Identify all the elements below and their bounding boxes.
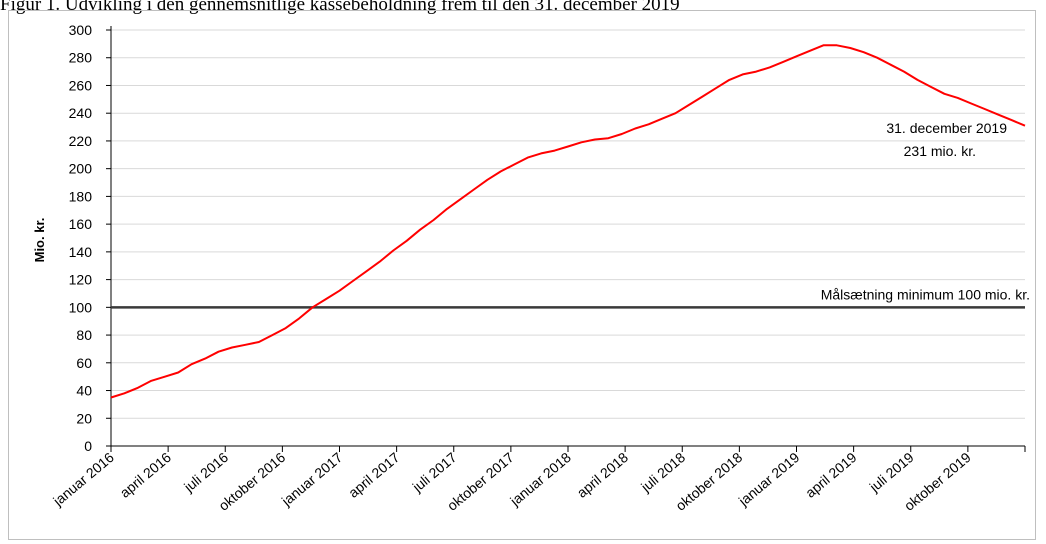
series-line: [110, 44, 1026, 399]
y-tick-label: 200: [69, 161, 93, 177]
y-tick-label: 160: [69, 216, 93, 232]
y-tick-labels: 0 20 40 60 80 100 120 140 160 180 200 220 240 260 280 3…: [69, 22, 93, 454]
y-axis-label: Mio. kr.: [32, 218, 47, 263]
y-tick-label: 260: [69, 77, 93, 93]
x-tick-label: april 2016: [117, 449, 175, 501]
x-tick-label: juli 2019: [866, 449, 917, 496]
y-tick-label: 140: [69, 244, 93, 260]
y-tick-label: 20: [76, 410, 92, 426]
gridlines: [111, 29, 1025, 419]
y-tick-label: 120: [69, 272, 93, 288]
y-tick-label: 100: [69, 299, 93, 315]
x-tick-label: juli 2017: [409, 449, 460, 496]
x-tick-label: januar 2018: [506, 449, 574, 510]
y-tick-label: 40: [76, 383, 92, 399]
x-tick-label: januar 2019: [735, 449, 803, 510]
series-group: [110, 44, 1026, 399]
x-tick-label: april 2017: [345, 449, 403, 501]
target-line-label: Målsætning minimum 100 mio. kr.: [821, 286, 1030, 302]
annotation-date: 31. december 2019: [886, 120, 1007, 136]
chart-frame: [8, 10, 1036, 540]
x-tick-label: januar 2017: [278, 449, 346, 510]
figure-title: Figur 1. Udvikling i den gennemsnitlige …: [0, 0, 680, 15]
y-tick-label: 60: [76, 355, 92, 371]
x-tick-label: juli 2016: [180, 449, 231, 496]
y-tick-label: 240: [69, 105, 93, 121]
y-tick-label: 300: [69, 22, 93, 38]
y-tick-label: 220: [69, 133, 93, 149]
x-tick-label: januar 2016: [49, 449, 117, 510]
annotation-value: 231 mio. kr.: [904, 143, 976, 159]
x-tick-label: juli 2018: [637, 449, 688, 496]
x-tick-label: april 2019: [802, 449, 860, 501]
y-tick-label: 0: [84, 438, 92, 454]
y-tick-label: 80: [76, 327, 92, 343]
x-tick-label: april 2018: [574, 449, 632, 501]
y-tick-label: 280: [69, 50, 93, 66]
axes: [106, 26, 1026, 452]
reference-line-group: Målsætning minimum 100 mio. kr.: [111, 286, 1030, 309]
y-tick-label: 180: [69, 188, 93, 204]
